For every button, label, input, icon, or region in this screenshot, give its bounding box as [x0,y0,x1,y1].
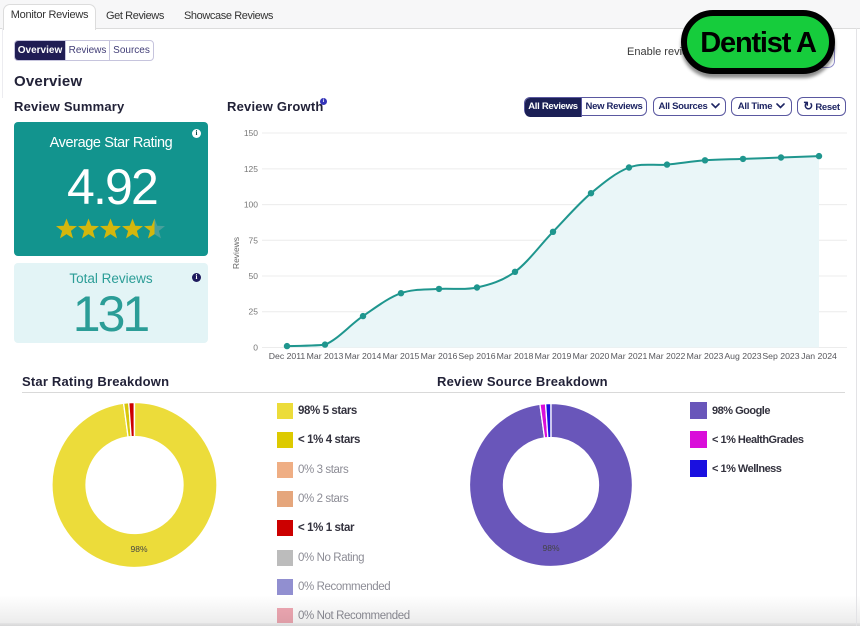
svg-text:Sep 2016: Sep 2016 [458,351,495,361]
svg-text:Mar 2019: Mar 2019 [535,351,572,361]
svg-text:Mar 2021: Mar 2021 [611,351,648,361]
svg-text:Mar 2014: Mar 2014 [345,351,382,361]
svg-text:50: 50 [249,271,259,281]
svg-text:98%: 98% [542,543,559,553]
svg-text:Mar 2023: Mar 2023 [687,351,724,361]
svg-text:Mar 2020: Mar 2020 [573,351,610,361]
svg-text:Jan 2024: Jan 2024 [801,351,837,361]
svg-text:0: 0 [253,343,258,353]
svg-text:Dec 2011: Dec 2011 [269,351,306,361]
svg-text:25: 25 [249,307,259,317]
svg-text:Mar 2018: Mar 2018 [497,351,534,361]
svg-text:Mar 2022: Mar 2022 [649,351,686,361]
svg-text:Mar 2015: Mar 2015 [383,351,420,361]
svg-text:150: 150 [244,128,258,138]
svg-text:Mar 2016: Mar 2016 [421,351,458,361]
svg-text:Mar 2013: Mar 2013 [307,351,344,361]
svg-text:75: 75 [249,235,259,245]
svg-text:Aug 2023: Aug 2023 [724,351,761,361]
svg-text:Reviews: Reviews [231,237,241,269]
svg-text:Sep 2023: Sep 2023 [762,351,799,361]
svg-text:98%: 98% [130,544,147,554]
svg-text:125: 125 [244,164,258,174]
svg-text:100: 100 [244,200,258,210]
